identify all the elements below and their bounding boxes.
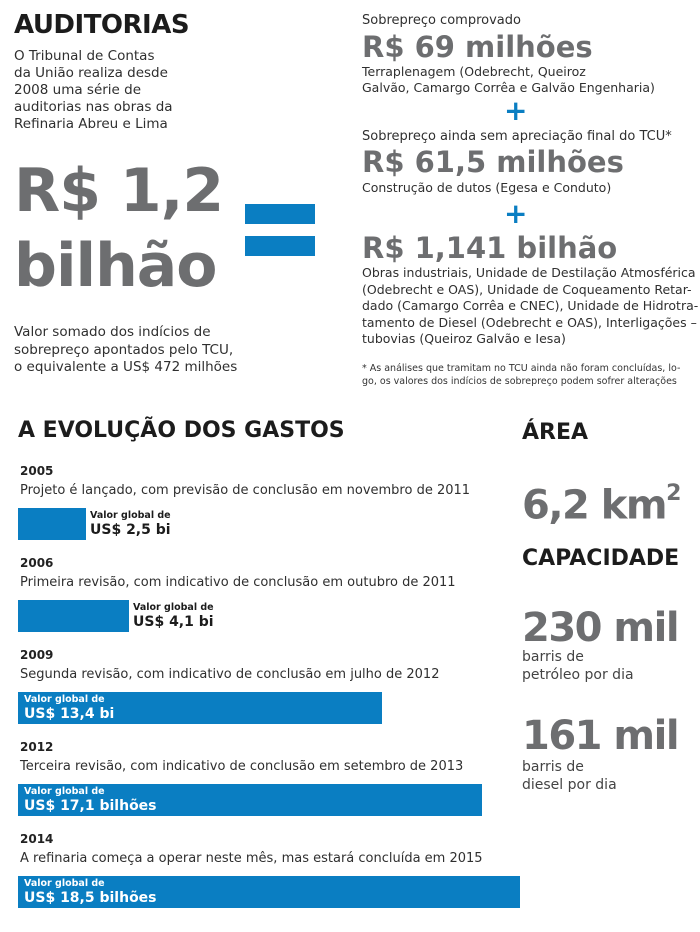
footnote: * As análises que tramitam no TCU ainda … xyxy=(362,362,680,388)
timeline-value-bar xyxy=(18,784,482,816)
breakdown-detail-line: Construção de dutos (Egesa e Conduto) xyxy=(362,180,612,195)
capacity-oil-unit: barris de petróleo por dia xyxy=(522,648,634,684)
timeline-value-label: US$ 17,1 bilhões xyxy=(24,798,157,814)
breakdown-detail: Terraplenagem (Odebrecht, Queiroz Galvão… xyxy=(362,64,655,96)
capacity-diesel-unit-line: barris de xyxy=(522,759,584,775)
breakdown-amount: R$ 69 milhões xyxy=(362,30,593,64)
evolution-title: A EVOLUÇÃO DOS GASTOS xyxy=(18,418,345,443)
timeline-year: 2005 xyxy=(20,464,54,478)
timeline-description: Projeto é lançado, com previsão de concl… xyxy=(20,483,471,498)
equals-icon-bottom xyxy=(245,236,315,256)
total-description: Valor somado dos indícios de sobrepreço … xyxy=(14,324,237,377)
breakdown-amount: R$ 1,141 bilhão xyxy=(362,231,618,265)
timeline-value-bar xyxy=(18,692,382,724)
timeline-value-prefix: Valor global de xyxy=(24,878,105,889)
breakdown-detail-line: dado (Camargo Corrêa e CNEC), Unidade de… xyxy=(362,298,699,313)
capacity-oil-value: 230 mil xyxy=(522,605,680,651)
timeline-value-bar xyxy=(18,600,129,632)
timeline-value-label: US$ 2,5 bi xyxy=(90,522,171,538)
breakdown-detail-line: (Odebrecht e OAS), Unidade de Coqueament… xyxy=(362,281,692,297)
total-description-line: sobrepreço apontados pelo TCU, xyxy=(14,341,234,358)
timeline-value-prefix: Valor global de xyxy=(24,694,105,705)
footnote-line: * As análises que tramitam no TCU ainda … xyxy=(362,363,681,374)
breakdown-detail: Obras industriais, Unidade de Destilação… xyxy=(362,265,698,348)
capacity-diesel-unit: barris de diesel por dia xyxy=(522,758,617,794)
audit-intro-line: Refinaria Abreu e Lima xyxy=(14,116,168,132)
plus-icon: + xyxy=(504,197,528,230)
breakdown-detail-line: Obras industriais, Unidade de Destilação… xyxy=(362,265,696,280)
timeline-value-label: US$ 18,5 bilhões xyxy=(24,890,157,906)
total-amount-line1: R$ 1,2 xyxy=(14,156,224,226)
breakdown-detail-line: Terraplenagem (Odebrecht, Queiroz xyxy=(362,64,586,79)
equals-icon-top xyxy=(245,204,315,224)
timeline-year: 2014 xyxy=(20,832,54,846)
timeline-description: Segunda revisão, com indicativo de concl… xyxy=(20,667,440,682)
area-value-number: 6,2 km xyxy=(522,482,668,529)
breakdown-detail-line: Galvão, Camargo Corrêa e Galvão Engenhar… xyxy=(362,80,655,95)
breakdown-amount: R$ 61,5 milhões xyxy=(362,145,624,179)
timeline-year: 2012 xyxy=(20,740,54,754)
timeline-value-label: US$ 4,1 bi xyxy=(133,614,214,630)
timeline-description: A refinaria começa a operar neste mês, m… xyxy=(20,851,483,866)
area-value-exponent: 2 xyxy=(666,481,681,506)
audit-intro-line: da União realiza desde xyxy=(14,65,168,81)
capacity-oil-unit-line: barris de xyxy=(522,649,584,665)
breakdown-label: Sobrepreço comprovado xyxy=(362,13,521,28)
audit-title: AUDITORIAS xyxy=(14,10,190,40)
plus-icon: + xyxy=(504,94,528,127)
timeline-description: Terceira revisão, com indicativo de conc… xyxy=(20,759,464,774)
audit-intro-line: auditorias nas obras da xyxy=(14,99,173,115)
breakdown-detail-line: tamento de Diesel (Odebrecht e OAS), Int… xyxy=(362,314,697,330)
breakdown-detail: Construção de dutos (Egesa e Conduto) xyxy=(362,180,611,196)
breakdown-detail-line: tubovias (Queiroz Galvão e Iesa) xyxy=(362,331,566,346)
breakdown-label: Sobrepreço ainda sem apreciação final do… xyxy=(362,129,672,144)
timeline-value-prefix: Valor global de xyxy=(90,510,171,521)
footnote-line: go, os valores dos indícios de sobrepreç… xyxy=(362,376,677,387)
area-value: 6,2 km2 xyxy=(522,476,681,529)
timeline-value-bar xyxy=(18,508,86,540)
capacity-title: CAPACIDADE xyxy=(522,546,680,571)
audit-intro-line: O Tribunal de Contas xyxy=(14,48,155,64)
timeline-value-label: US$ 13,4 bi xyxy=(24,706,115,722)
timeline-value-prefix: Valor global de xyxy=(133,602,214,613)
capacity-diesel-unit-line: diesel por dia xyxy=(522,777,617,793)
timeline-year: 2009 xyxy=(20,648,54,662)
area-title: ÁREA xyxy=(522,420,589,445)
total-description-line: Valor somado dos indícios de xyxy=(14,324,211,340)
timeline-value-bar xyxy=(18,876,520,908)
timeline-year: 2006 xyxy=(20,556,54,570)
total-description-line: o equivalente a US$ 472 milhões xyxy=(14,359,238,375)
timeline-description: Primeira revisão, com indicativo de conc… xyxy=(20,575,456,590)
timeline-value-prefix: Valor global de xyxy=(24,786,105,797)
audit-intro: O Tribunal de Contas da União realiza de… xyxy=(14,48,173,133)
audit-intro-line: 2008 uma série de xyxy=(14,82,142,98)
total-amount-line2: bilhão xyxy=(14,231,218,301)
capacity-diesel-value: 161 mil xyxy=(522,713,680,759)
capacity-oil-unit-line: petróleo por dia xyxy=(522,667,634,683)
